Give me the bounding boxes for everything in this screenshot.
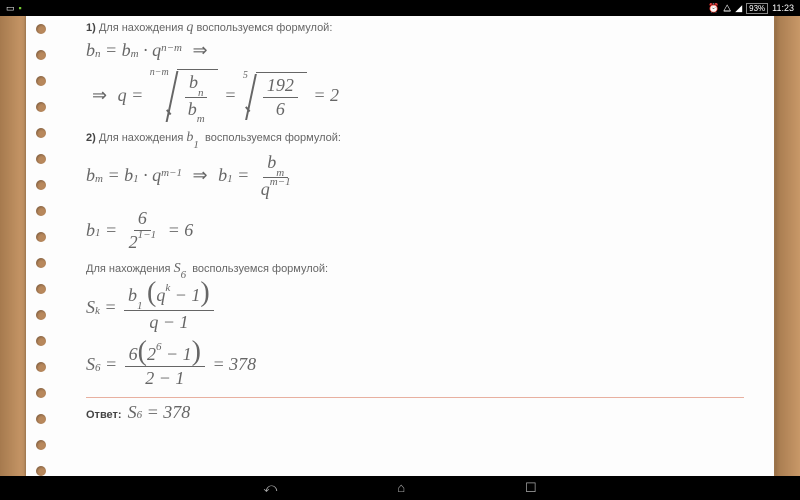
wood-frame: 1) Для нахождения q воспользуемся формул… [0,16,800,476]
step1-text: 1) Для нахождения q воспользуемся формул… [86,20,744,36]
status-right: ⏰ ⧋ ◢ 93% 11:23 [708,3,794,14]
equation-3: bm = b1 · qm−1 ⇒ b1 = bm qm−1 [86,152,744,200]
signal-icon: ◢ [735,3,742,14]
android-status-bar: ▭ ▪ ⏰ ⧋ ◢ 93% 11:23 [0,0,800,16]
math-content: 1) Для нахождения q воспользуемся формул… [86,18,744,476]
home-icon[interactable]: ⌂ [397,480,405,496]
step3-text: Для нахождения S6 воспользуемся формулой… [86,261,744,279]
answer-divider [86,397,744,398]
equation-1: bn = bm · qn−m ⇒ [86,40,744,61]
equation-5: Sk = b1 (qk − 1) q − 1 [86,282,744,333]
app-indicator-icon: ▪ [19,3,22,13]
clock: 11:23 [772,3,794,13]
step2-text: 2) Для нахождения b1 воспользуемся форму… [86,130,744,148]
equation-4: b1 = 6 21−1 = 6 [86,208,744,253]
equation-2: ⇒ q = n−m bn bm = 5 [86,69,744,122]
status-left: ▭ ▪ [6,3,22,14]
sim-icon: ▭ [6,3,15,14]
wifi-icon: ⧋ [723,3,731,14]
answer-line: Ответ: S6 = 378 [86,402,744,423]
spiral-binding [32,16,52,476]
paper-sheet: 1) Для нахождения q воспользуемся формул… [26,16,774,476]
alarm-icon: ⏰ [708,3,719,14]
recent-icon[interactable]: ☐ [525,480,537,496]
android-nav-bar: ⤺ ⌂ ☐ [0,476,800,500]
battery-pct: 93% [746,3,768,14]
back-icon[interactable]: ⤺ [263,480,277,496]
equation-6: S6 = 6(26 − 1) 2 − 1 = 378 [86,341,744,389]
